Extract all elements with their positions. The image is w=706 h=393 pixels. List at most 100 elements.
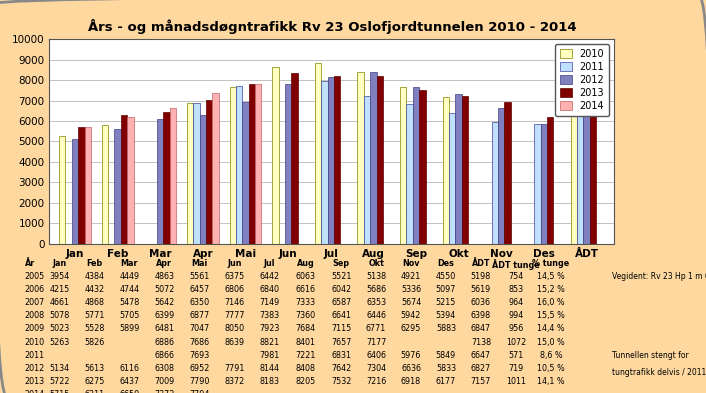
Bar (121, 116, 127, 244)
Text: 5686: 5686 (366, 285, 386, 294)
Text: 7686: 7686 (189, 338, 210, 347)
Text: 5642: 5642 (154, 298, 174, 307)
Text: 6353: 6353 (366, 298, 386, 307)
Text: 4215: 4215 (49, 285, 70, 294)
Text: 994: 994 (508, 311, 524, 320)
Bar (370, 72, 376, 244)
Text: Okt: Okt (368, 259, 384, 268)
Text: 6398: 6398 (471, 311, 491, 320)
Text: 7372: 7372 (154, 390, 174, 393)
Bar (376, 76, 383, 244)
Text: 7794: 7794 (189, 390, 210, 393)
Text: 754: 754 (508, 272, 524, 281)
Text: 2014: 2014 (25, 390, 44, 393)
Bar (242, 101, 249, 244)
Text: 6446: 6446 (366, 311, 386, 320)
Text: 5561: 5561 (189, 272, 210, 281)
Text: 6918: 6918 (401, 377, 421, 386)
Text: 5097: 5097 (436, 285, 456, 294)
Text: 4744: 4744 (119, 285, 140, 294)
Text: ÅDT tunge: ÅDT tunge (492, 259, 540, 270)
Text: 6036: 6036 (471, 298, 491, 307)
Text: 7657: 7657 (331, 338, 352, 347)
Text: 5336: 5336 (401, 285, 421, 294)
Text: 16,0 %: 16,0 % (537, 298, 565, 307)
Bar (78, 127, 85, 244)
Bar (206, 101, 213, 244)
Text: 6275: 6275 (84, 377, 104, 386)
Text: 7777: 7777 (224, 311, 244, 320)
Text: ÅDT: ÅDT (472, 259, 490, 268)
Text: 3954: 3954 (49, 272, 70, 281)
Bar (407, 104, 413, 244)
Text: 956: 956 (508, 324, 524, 333)
Bar (462, 96, 468, 244)
Bar (285, 84, 292, 244)
Text: 4550: 4550 (436, 272, 456, 281)
Bar (59, 136, 66, 244)
Bar (583, 104, 590, 244)
Text: 4921: 4921 (401, 272, 421, 281)
Text: 7532: 7532 (331, 377, 352, 386)
Text: Vegident: Rv 23 Hp 1 m 6030: Vegident: Rv 23 Hp 1 m 6030 (611, 272, 706, 281)
Text: 8144: 8144 (259, 364, 279, 373)
Bar (449, 113, 455, 244)
Text: 14,5 %: 14,5 % (537, 272, 565, 281)
Text: 6063: 6063 (296, 272, 316, 281)
Text: Des: Des (438, 259, 455, 268)
Text: 964: 964 (508, 298, 523, 307)
Text: 5521: 5521 (331, 272, 352, 281)
Bar (85, 127, 91, 244)
Bar (505, 102, 511, 244)
Text: 8050: 8050 (224, 324, 244, 333)
Bar (187, 103, 193, 244)
Bar (102, 125, 108, 244)
Bar (315, 63, 321, 244)
Text: 5078: 5078 (49, 311, 70, 320)
Text: 2010: 2010 (25, 338, 44, 347)
Bar (534, 124, 541, 244)
Bar (541, 125, 547, 244)
Text: 7981: 7981 (259, 351, 280, 360)
Text: 8401: 8401 (296, 338, 316, 347)
Text: 5705: 5705 (119, 311, 140, 320)
Text: % tunge: % tunge (532, 259, 570, 268)
Text: 5899: 5899 (119, 324, 140, 333)
Text: 5771: 5771 (84, 311, 104, 320)
Text: 2009: 2009 (25, 324, 44, 333)
Text: 5263: 5263 (49, 338, 70, 347)
Text: 6877: 6877 (189, 311, 210, 320)
Text: tungtrafikk delvis / 2011-2012: tungtrafikk delvis / 2011-2012 (611, 368, 706, 376)
Text: Jul: Jul (263, 259, 275, 268)
Text: 4863: 4863 (155, 272, 174, 281)
Text: 7642: 7642 (331, 364, 352, 373)
Bar (443, 97, 449, 244)
Bar (577, 108, 583, 244)
Text: 7791: 7791 (224, 364, 244, 373)
Text: 6042: 6042 (331, 285, 351, 294)
Text: 5942: 5942 (401, 311, 421, 320)
Title: Års - og månadsdøgntrafikk Rv 23 Oslofjordtunnelen 2010 - 2014: Års - og månadsdøgntrafikk Rv 23 Oslofjo… (88, 19, 576, 34)
Text: 8,6 %: 8,6 % (539, 351, 562, 360)
Text: 6840: 6840 (259, 285, 279, 294)
Text: 8639: 8639 (224, 338, 244, 347)
Text: 7333: 7333 (295, 298, 316, 307)
Text: 4449: 4449 (119, 272, 140, 281)
Text: 6457: 6457 (189, 285, 210, 294)
Text: Tunnellen stengt for: Tunnellen stengt for (611, 351, 688, 360)
Text: 5619: 5619 (471, 285, 491, 294)
Bar (321, 81, 328, 244)
Text: Aug: Aug (297, 259, 314, 268)
Bar (170, 108, 176, 244)
Text: 7146: 7146 (224, 298, 244, 307)
Text: 7304: 7304 (366, 364, 386, 373)
Text: 6211: 6211 (84, 390, 104, 393)
Text: 6406: 6406 (366, 351, 386, 360)
Bar (570, 98, 577, 244)
Text: 14,1 %: 14,1 % (537, 377, 565, 386)
Text: 5138: 5138 (366, 272, 386, 281)
Text: 5613: 5613 (84, 364, 104, 373)
Bar (328, 77, 334, 244)
Text: 6177: 6177 (436, 377, 456, 386)
Bar (229, 86, 236, 244)
